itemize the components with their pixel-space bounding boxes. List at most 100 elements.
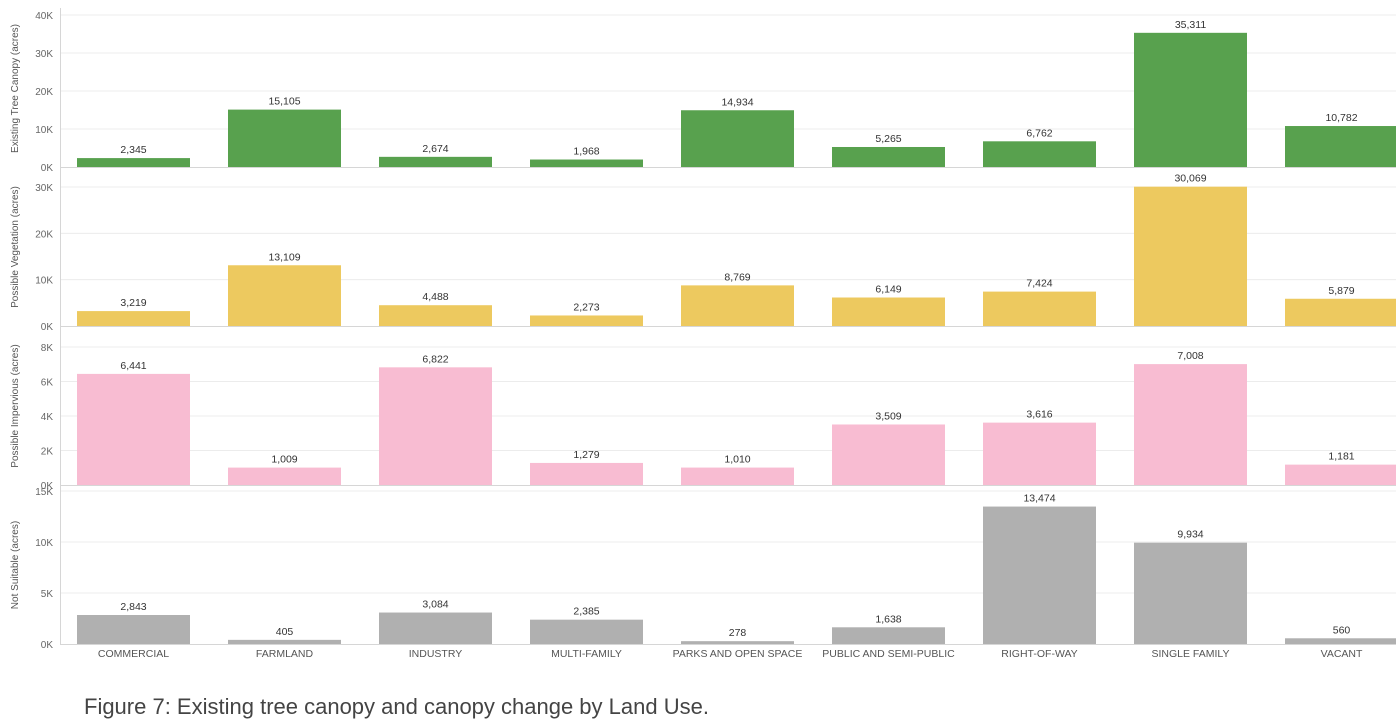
bar [983, 141, 1096, 167]
bar [379, 156, 492, 167]
y-tick-label: 30K [35, 49, 53, 60]
x-tick-label: SINGLE FAMILY [1152, 648, 1230, 660]
y-tick-label: 8K [41, 343, 54, 354]
y-axis-title: Existing Tree Canopy (acres) [10, 24, 21, 153]
bar [681, 110, 794, 167]
bar-value-label: 35,311 [1175, 19, 1206, 31]
bar [983, 422, 1096, 485]
bar-value-label: 1,279 [573, 449, 599, 461]
y-tick-label: 20K [35, 229, 53, 240]
bar-value-label: 1,181 [1328, 451, 1354, 463]
bar-value-label: 30,069 [1174, 173, 1206, 185]
bar-value-label: 15,105 [268, 96, 300, 108]
y-tick-label: 0K [41, 163, 54, 174]
bar-value-label: 3,219 [120, 297, 146, 309]
bar [681, 467, 794, 485]
y-axis-title: Not Suitable (acres) [10, 521, 21, 609]
bar-value-label: 2,843 [120, 601, 146, 613]
y-axis-title: Possible Impervious (acres) [10, 344, 21, 467]
bar [77, 311, 190, 326]
bar-value-label: 2,385 [573, 606, 599, 618]
bar-value-label: 1,009 [271, 454, 297, 466]
bar-value-label: 3,509 [875, 410, 901, 422]
bar [832, 424, 945, 485]
y-tick-label: 5K [41, 589, 54, 600]
y-tick-label: 30K [35, 183, 53, 194]
bar [983, 506, 1096, 644]
bar [1134, 542, 1247, 644]
y-tick-label: 0K [41, 322, 54, 333]
bar [77, 373, 190, 485]
x-tick-label: RIGHT-OF-WAY [1001, 648, 1077, 660]
bar-value-label: 6,762 [1026, 127, 1052, 139]
y-tick-label: 6K [41, 378, 54, 389]
bar-value-label: 1,638 [875, 613, 901, 625]
y-axis-title: Possible Vegetation (acres) [10, 186, 21, 308]
bar-value-label: 6,149 [875, 284, 901, 296]
bar-value-label: 405 [276, 626, 294, 638]
bar [77, 158, 190, 167]
bar-value-label: 278 [729, 627, 747, 639]
bar-value-label: 2,345 [120, 144, 146, 156]
bar [228, 265, 341, 326]
bar-value-label: 10,782 [1325, 112, 1357, 124]
bar [1134, 32, 1247, 167]
bar [530, 159, 643, 167]
y-tick-label: 2K [41, 447, 54, 458]
bar-value-label: 3,616 [1026, 409, 1052, 421]
bar [379, 367, 492, 485]
bar [228, 467, 341, 485]
figure-caption: Figure 7: Existing tree canopy and canop… [84, 694, 709, 719]
y-tick-label: 20K [35, 87, 53, 98]
x-tick-label: FARMLAND [256, 648, 314, 660]
bar-value-label: 3,084 [422, 599, 448, 611]
y-tick-label: 0K [41, 481, 54, 492]
x-tick-label: COMMERCIAL [98, 648, 169, 660]
bar [832, 146, 945, 167]
bar [1285, 298, 1396, 326]
bar [228, 639, 341, 644]
bar [832, 297, 945, 326]
bar [530, 619, 643, 644]
bar [1285, 126, 1396, 167]
bar [379, 612, 492, 644]
x-tick-label: PARKS AND OPEN SPACE [673, 648, 803, 660]
bar-value-label: 7,424 [1026, 278, 1052, 290]
bar-value-label: 4,488 [422, 291, 448, 303]
bar-value-label: 2,273 [573, 301, 599, 313]
bar-value-label: 13,474 [1023, 493, 1055, 505]
bar [228, 109, 341, 167]
bar [1285, 464, 1396, 485]
bar-chart: 0K 10K 20K 30K 40K Existing Tree Canopy (acre… [10, 8, 1396, 660]
bar [832, 627, 945, 644]
y-tick-label: 10K [35, 276, 53, 287]
bar-value-label: 7,008 [1177, 350, 1203, 362]
bar-value-label: 6,822 [422, 353, 448, 365]
bar-value-label: 13,109 [268, 251, 300, 263]
bar-value-label: 2,674 [422, 143, 448, 155]
bar [983, 291, 1096, 326]
y-tick-label: 4K [41, 412, 54, 423]
bar-value-label: 1,968 [573, 146, 599, 158]
bar [530, 315, 643, 326]
bar-value-label: 5,265 [875, 133, 901, 145]
x-tick-label: PUBLIC AND SEMI-PUBLIC [822, 648, 955, 660]
bar [379, 305, 492, 326]
bar [77, 615, 190, 644]
bar-value-label: 14,934 [721, 96, 753, 108]
bar-value-label: 5,879 [1328, 285, 1354, 297]
bar-value-label: 1,010 [724, 454, 750, 466]
x-tick-label: INDUSTRY [409, 648, 462, 660]
bar [1134, 364, 1247, 485]
bar-value-label: 560 [1333, 624, 1351, 636]
y-tick-label: 15K [35, 487, 53, 498]
y-tick-label: 0K [41, 640, 54, 651]
x-tick-label: VACANT [1321, 648, 1363, 660]
bar [530, 462, 643, 485]
bar [681, 641, 794, 644]
x-tick-label: MULTI-FAMILY [551, 648, 622, 660]
bar-value-label: 6,441 [120, 360, 146, 372]
bar [1134, 186, 1247, 326]
y-tick-label: 40K [35, 11, 53, 22]
bar [681, 285, 794, 326]
